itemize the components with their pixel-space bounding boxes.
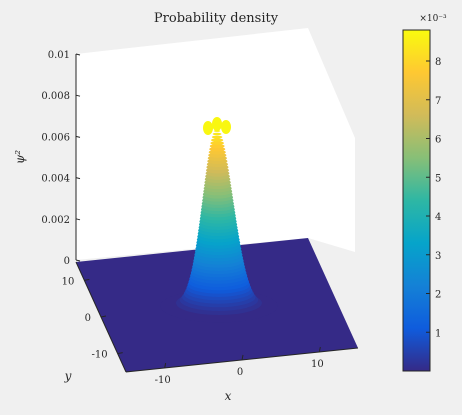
z-tick-label: 0.006 (41, 132, 70, 143)
surface-peak (160, 117, 278, 323)
colorbar-tick-label: 3 (435, 251, 441, 262)
surface-crown (203, 121, 213, 135)
x-axis: -10 0 10 (125, 346, 359, 386)
colorbar-tick-label: 1 (435, 328, 441, 339)
colorbar-tick-label: 6 (435, 135, 441, 146)
surface-band (212, 132, 222, 136)
colorbar: 1 2 3 4 5 6 7 8 ×10⁻³ (402, 14, 447, 372)
colorbar-tick-label: 5 (435, 173, 441, 184)
z-tick (75, 177, 81, 180)
colorbar-multiplier: ×10⁻³ (419, 14, 447, 24)
y-axis-label: y (64, 369, 72, 383)
chart-title: Probability density (154, 11, 279, 26)
x-tick (241, 354, 244, 361)
x-tick-label: 0 (237, 367, 243, 378)
y-tick-label: 10 (62, 276, 75, 287)
z-axis-label: ψ² (13, 150, 27, 164)
colorbar-tick-label: 7 (435, 96, 441, 107)
z-tick-label: 0.004 (41, 174, 70, 185)
y-tick (117, 352, 123, 355)
colorbar-tick-label: 4 (435, 212, 441, 223)
surface-band (210, 141, 224, 145)
surface-band (211, 135, 223, 139)
surface-band (209, 146, 226, 152)
z-tick (75, 53, 81, 56)
z-axis: 0 0.002 0.004 0.006 0.008 0.01 (41, 50, 81, 267)
colorbar-gradient (402, 29, 431, 372)
z-tick (75, 218, 81, 221)
surface-crown (221, 120, 231, 134)
x-tick-label: -10 (155, 375, 171, 386)
colorbar-tick-label: 8 (435, 57, 441, 68)
y-tick-label: -10 (92, 350, 108, 361)
surface-crown (212, 117, 222, 131)
z-tick-label: 0.01 (48, 50, 70, 61)
x-tick (318, 346, 321, 353)
y-axis: -10 0 10 (62, 261, 127, 373)
z-tick-label: 0.002 (41, 215, 70, 226)
y-tick-label: 0 (85, 313, 91, 324)
x-tick (164, 362, 167, 369)
y-tick (100, 315, 107, 318)
z-tick-label: 0 (64, 256, 70, 267)
surface-band (209, 144, 225, 149)
surface-band (211, 138, 224, 142)
colorbar-tick-label: 2 (435, 290, 441, 301)
z-tick (75, 259, 81, 262)
y-tick (84, 278, 90, 281)
x-tick-label: 10 (311, 359, 324, 370)
z-tick (75, 94, 81, 97)
x-axis-label: x (225, 389, 232, 403)
z-tick (75, 135, 81, 138)
z-tick-label: 0.008 (41, 91, 70, 102)
